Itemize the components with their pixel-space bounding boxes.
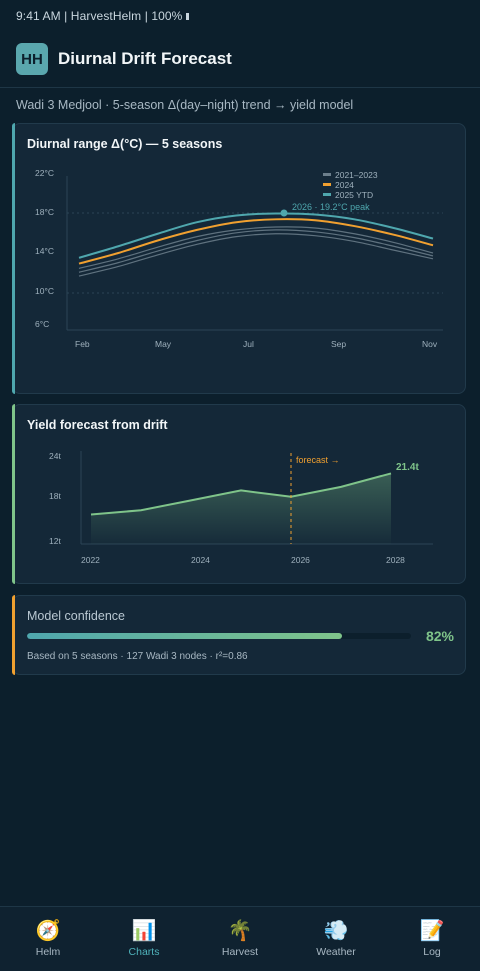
wind-icon: 💨 — [323, 920, 349, 942]
app-logo: HH — [16, 43, 48, 75]
tab-log[interactable]: 📝 Log — [384, 907, 480, 971]
yield-card-title: Yield forecast from drift — [27, 418, 168, 432]
series-line-2024 — [78, 218, 434, 265]
x-tick-label: Sep — [331, 339, 346, 349]
x-tick-label: Nov — [422, 339, 438, 349]
y-tick-label: 24t — [49, 451, 61, 461]
confidence-bar — [27, 633, 411, 639]
tab-label: Harvest — [221, 946, 259, 958]
legend-label: 2025 YTD — [335, 190, 373, 200]
tab-harvest[interactable]: 🌴 Harvest — [192, 907, 288, 971]
tab-charts[interactable]: 📊 Charts — [96, 907, 192, 971]
page-title: Diurnal Drift Forecast — [58, 49, 232, 68]
y-tick-label: 14°C — [35, 246, 54, 256]
tab-label: Weather — [316, 946, 356, 958]
confidence-footnote: Based on 5 seasons · 127 Wadi 3 nodes · … — [27, 651, 248, 662]
palm-tree-icon: 🌴 — [227, 920, 253, 942]
x-tick-label: May — [155, 339, 172, 349]
yield-end-label: 21.4t — [396, 462, 419, 473]
legend-swatch — [323, 173, 331, 176]
tab-helm[interactable]: 🧭 Helm — [0, 907, 96, 971]
legend-label: 2021–2023 — [335, 170, 378, 180]
bar-chart-icon: 📊 — [131, 920, 157, 942]
confidence-label: Model confidence — [27, 609, 125, 623]
yield-line — [90, 472, 392, 516]
diurnal-chart: 22°C 18°C 14°C 10°C 6°C Feb May Jul Sep Nov 2021… — [35, 168, 443, 349]
legend-label: 2024 — [335, 180, 354, 190]
status-text: 9:41 AM | HarvestHelm | 100% — [16, 9, 183, 23]
series-line-2025-ytd — [78, 212, 434, 259]
y-tick-label: 22°C — [35, 168, 54, 178]
series-line-2021-2023 — [78, 233, 434, 277]
y-tick-label: 6°C — [35, 319, 49, 329]
yield-area — [91, 473, 391, 544]
x-tick-label: Jul — [243, 339, 254, 349]
app-bar: HH Diurnal Drift Forecast — [16, 43, 232, 75]
y-tick-label: 18t — [49, 491, 61, 501]
peak-marker[interactable] — [280, 209, 288, 217]
tab-label: Charts — [128, 946, 160, 958]
status-bar: 9:41 AM | HarvestHelm | 100% — [16, 9, 190, 23]
legend-swatch — [323, 193, 331, 196]
yield-chart: 24t 18t 12t 2022 2024 2026 2028 forecast → 21… — [49, 451, 433, 565]
model-confidence-card[interactable]: Model confidence 82% Based on 5 seasons … — [12, 595, 466, 675]
peak-annotation: 2026 · 19.2°C peak — [292, 202, 370, 212]
tab-label: Log — [423, 946, 441, 958]
tab-weather[interactable]: 💨 Weather — [288, 907, 384, 971]
header-divider — [0, 87, 480, 88]
series-line-historic-1 — [78, 229, 434, 273]
tab-label: Helm — [35, 946, 61, 958]
forecast-label: forecast → — [296, 455, 340, 465]
compass-icon: 🧭 — [35, 920, 61, 942]
bottom-tab-bar: 🧭 Helm 📊 Charts 🌴 Harvest 💨 Weather 📝 Lo… — [0, 906, 480, 971]
yield-forecast-card[interactable]: Yield forecast from drift 24t 18t 12t 2022… — [12, 404, 466, 584]
legend-swatch — [323, 183, 331, 186]
x-tick-label: 2024 — [191, 555, 210, 565]
battery-icon — [186, 13, 190, 21]
page-subtitle: Wadi 3 Medjool · 5-season Δ(day–night) t… — [16, 98, 354, 112]
x-tick-label: Feb — [75, 339, 90, 349]
diurnal-range-card[interactable]: Diurnal range Δ(°C) — 5 seasons 22°C 18°C… — [12, 123, 466, 394]
x-tick-label: 2028 — [386, 555, 405, 565]
x-tick-label: 2022 — [81, 555, 100, 565]
card-accent — [12, 404, 15, 584]
diurnal-card-title: Diurnal range Δ(°C) — 5 seasons — [27, 137, 223, 151]
x-tick-label: 2026 — [291, 555, 310, 565]
card-accent — [12, 595, 15, 675]
y-tick-label: 12t — [49, 536, 61, 546]
confidence-fill — [27, 633, 342, 639]
y-tick-label: 18°C — [35, 207, 54, 217]
series-line-historic-2 — [78, 226, 434, 269]
confidence-value: 82% — [425, 628, 454, 644]
memo-icon: 📝 — [419, 920, 445, 942]
card-accent — [12, 123, 15, 394]
y-tick-label: 10°C — [35, 286, 54, 296]
